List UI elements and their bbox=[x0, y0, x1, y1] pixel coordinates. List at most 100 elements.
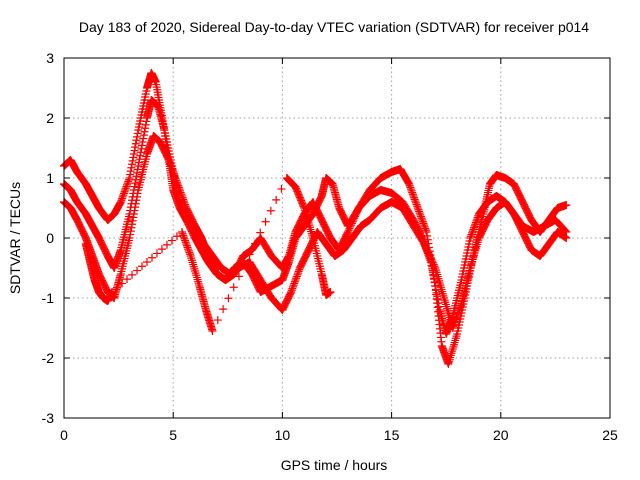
data-point bbox=[131, 179, 140, 188]
data-point bbox=[294, 267, 303, 276]
data-point bbox=[433, 295, 442, 304]
data-point bbox=[224, 294, 233, 303]
data-point bbox=[191, 267, 200, 275]
data-point bbox=[467, 259, 476, 268]
data-point bbox=[118, 192, 127, 201]
data-point bbox=[131, 139, 140, 148]
series-trace-d bbox=[81, 174, 335, 335]
x-tick-label: 20 bbox=[493, 427, 509, 443]
data-point bbox=[326, 288, 335, 296]
data-point bbox=[188, 258, 197, 267]
data-point bbox=[139, 134, 148, 143]
data-point bbox=[142, 258, 151, 266]
data-point bbox=[266, 206, 275, 215]
data-point bbox=[454, 308, 463, 317]
data-point bbox=[416, 210, 425, 219]
data-point bbox=[178, 193, 187, 202]
data-point bbox=[424, 248, 433, 257]
data-point bbox=[130, 206, 139, 215]
data-point bbox=[435, 302, 444, 311]
data-point bbox=[453, 310, 462, 319]
x-tick-label: 25 bbox=[602, 427, 618, 443]
data-point bbox=[169, 168, 178, 176]
data-point bbox=[128, 270, 137, 279]
data-point bbox=[293, 270, 302, 279]
data-point bbox=[179, 195, 188, 204]
data-point bbox=[420, 222, 429, 231]
data-point bbox=[471, 244, 480, 253]
data-point bbox=[289, 281, 298, 290]
data-point bbox=[166, 159, 175, 168]
data-point bbox=[127, 163, 136, 172]
data-point bbox=[348, 217, 357, 226]
data-point bbox=[116, 198, 125, 206]
data-point bbox=[132, 136, 141, 145]
data-point bbox=[287, 286, 296, 295]
data-point bbox=[410, 195, 419, 204]
data-point bbox=[292, 272, 301, 281]
axis-ticks: 0 5 10 15 20 25 -3 -2 -1 0 1 2 3 bbox=[42, 50, 618, 443]
data-point bbox=[256, 228, 265, 237]
series-trace-b bbox=[60, 96, 571, 338]
data-point bbox=[176, 186, 185, 195]
data-point bbox=[347, 221, 356, 230]
data-point bbox=[189, 260, 198, 269]
data-point bbox=[118, 194, 127, 203]
data-point bbox=[443, 304, 452, 313]
data-point bbox=[157, 245, 166, 254]
data-point bbox=[468, 227, 477, 236]
data-point bbox=[428, 257, 437, 266]
data-point bbox=[187, 256, 196, 265]
data-point bbox=[130, 182, 139, 191]
data-point bbox=[129, 150, 138, 158]
data-point bbox=[126, 167, 135, 176]
data-point bbox=[194, 277, 203, 286]
data-point bbox=[422, 228, 431, 236]
y-tick-label: 0 bbox=[46, 230, 54, 246]
data-point bbox=[453, 312, 462, 320]
data-point bbox=[126, 227, 135, 236]
data-point bbox=[172, 178, 181, 187]
data-point bbox=[432, 288, 441, 297]
y-tick-label: 3 bbox=[46, 50, 54, 66]
data-point bbox=[431, 282, 440, 290]
data-point bbox=[425, 250, 434, 259]
data-point bbox=[343, 228, 352, 236]
data-point bbox=[193, 275, 202, 284]
data-point bbox=[344, 226, 353, 235]
data-point bbox=[127, 223, 136, 232]
x-tick-label: 5 bbox=[169, 427, 177, 443]
data-point bbox=[406, 183, 415, 192]
data-point bbox=[125, 174, 134, 182]
data-point bbox=[429, 260, 438, 269]
y-tick-label: -3 bbox=[42, 410, 55, 426]
data-point bbox=[306, 225, 315, 234]
data-point bbox=[418, 217, 427, 226]
data-point bbox=[417, 214, 426, 223]
data-point bbox=[437, 285, 446, 294]
data-point bbox=[138, 141, 146, 150]
data-point bbox=[181, 200, 190, 209]
data-point bbox=[128, 220, 137, 229]
data-point bbox=[119, 191, 128, 200]
data-point bbox=[174, 183, 183, 192]
data-point bbox=[133, 266, 142, 275]
data-point bbox=[415, 207, 424, 216]
data-point bbox=[173, 180, 182, 188]
data-point bbox=[184, 245, 193, 254]
data-point bbox=[290, 279, 299, 288]
data-point bbox=[451, 317, 460, 326]
data-point bbox=[405, 180, 414, 188]
data-point bbox=[240, 261, 249, 270]
data-point bbox=[177, 192, 186, 200]
data-point bbox=[171, 173, 180, 182]
data-point bbox=[141, 124, 150, 133]
x-axis-label: GPS time / hours bbox=[281, 457, 388, 473]
series-trace-a bbox=[60, 69, 571, 368]
data-point bbox=[428, 258, 437, 267]
data-point bbox=[167, 236, 176, 245]
data-point bbox=[122, 182, 131, 191]
data-point bbox=[426, 253, 435, 262]
data-point bbox=[472, 216, 481, 225]
data-point bbox=[172, 176, 181, 185]
